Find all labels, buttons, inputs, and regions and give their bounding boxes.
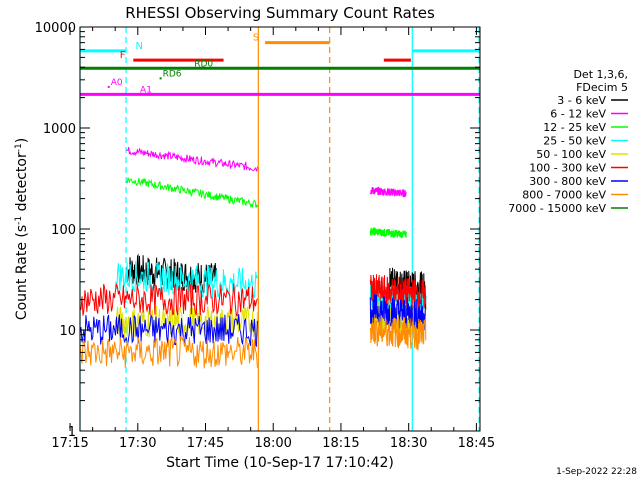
legend-label-50-100-kev: 50 - 100 keV xyxy=(536,148,606,161)
legend-label-7000-15000-kev: 7000 - 15000 keV xyxy=(508,202,606,215)
legend-label-6-12-kev: 6 - 12 keV xyxy=(550,108,606,121)
y-tick-label-100: 100 xyxy=(51,223,76,238)
legend-label-12-25-kev: 12 - 25 keV xyxy=(543,121,606,134)
y-axis-label-sup: -1 xyxy=(14,216,24,225)
annotation-a0: A0 xyxy=(111,78,123,88)
series-12-25-kev-segment-1 xyxy=(369,226,407,239)
x-tick-label-18-15: 18:15 xyxy=(322,436,359,451)
series-800-7000-kev-segment-1 xyxy=(369,315,427,352)
legend-label-300-800-kev: 300 - 800 keV xyxy=(529,175,606,188)
series-6-12-kev-segment-1 xyxy=(369,186,407,198)
legend-label-3-6-kev: 3 - 6 keV xyxy=(557,94,606,107)
series-800-7000-kev-segment-0 xyxy=(79,335,258,369)
y-tick-label-1000: 1000 xyxy=(43,122,76,137)
flag-label-s: S xyxy=(253,33,259,44)
x-tick-label-18-30: 18:30 xyxy=(390,436,427,451)
x-tick-label-18-00: 18:00 xyxy=(254,436,291,451)
flag-label-n: N xyxy=(136,41,143,52)
annotation-marker-rd6 xyxy=(159,77,162,80)
y-tick-label-1: 1 xyxy=(68,425,76,440)
x-tick-label-17-45: 17:45 xyxy=(187,436,224,451)
chart-title: RHESSI Observing Summary Count Rates xyxy=(125,4,435,22)
annotation-rd6: RD6 xyxy=(163,69,182,79)
series-100-300-kev-segment-0 xyxy=(79,282,258,317)
annotation-marker-a0 xyxy=(107,85,110,88)
x-tick-label-18-45: 18:45 xyxy=(458,436,495,451)
legend-label-800-7000-kev: 800 - 7000 keV xyxy=(522,189,606,202)
plot-area: NF S RD0 RD6 A0 A1 xyxy=(79,27,480,431)
annotation-marker-rd0 xyxy=(191,67,194,70)
annotation-a1: A1 xyxy=(140,85,152,95)
y-tick-label-10000: 10000 xyxy=(35,21,76,36)
y-axis-label-end: ) xyxy=(14,138,30,143)
x-tick-label-17-30: 17:30 xyxy=(119,436,156,451)
legend-label-25-50-kev: 25 - 50 keV xyxy=(543,135,606,148)
x-tick-label-17-15: 17:15 xyxy=(51,436,88,451)
legend-label-100-300-kev: 100 - 300 keV xyxy=(529,162,606,175)
y-axis-label-sup2: -1 xyxy=(14,143,24,152)
y-axis-label-rest: detector xyxy=(14,152,30,216)
annotation-rd0: RD0 xyxy=(194,59,213,69)
y-tick-label-10: 10 xyxy=(59,324,76,339)
x-axis-label: Start Time (10-Sep-17 17:10:42) xyxy=(166,455,394,471)
series-25-50-kev-segment-0 xyxy=(114,260,258,299)
legend-header-0: Det 1,3,6, xyxy=(573,68,628,81)
y-axis-label-main: Count Rate (s xyxy=(14,225,30,320)
flag-label-f: F xyxy=(120,50,126,61)
y-axis-label: Count Rate (s-1 detector-1) xyxy=(14,138,30,320)
legend-header-1: FDecim 5 xyxy=(576,81,628,94)
axis-ticks: 17:15 17:30 17:45 18:00 18:15 18:30 18:45 1 10 10… xyxy=(35,21,495,451)
annotation-marker-a1 xyxy=(137,93,140,96)
series-6-12-kev-segment-0 xyxy=(126,146,258,172)
series-300-800-kev-segment-0 xyxy=(79,314,258,348)
footer-date: 1-Sep-2022 22:28 xyxy=(556,467,637,477)
series-100-300-kev-segment-1 xyxy=(369,274,427,311)
series-12-25-kev-segment-0 xyxy=(126,177,258,209)
